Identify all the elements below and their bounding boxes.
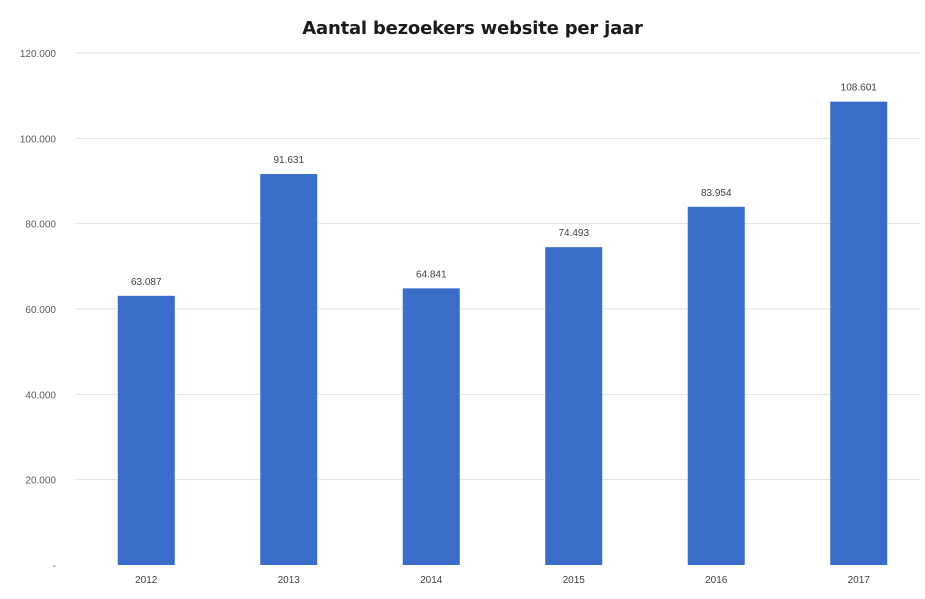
data-label: 64.841	[416, 269, 447, 280]
bar	[545, 247, 603, 565]
y-tick-label: 80.000	[25, 220, 56, 231]
bar	[117, 295, 175, 565]
data-label: 83.954	[701, 188, 732, 199]
bar	[830, 101, 888, 565]
data-label: 91.631	[273, 155, 304, 166]
x-tick-label: 2012	[135, 575, 158, 586]
x-tick-label: 2017	[848, 575, 871, 586]
data-label: 108.601	[841, 83, 878, 94]
x-tick-label: 2013	[278, 575, 301, 586]
bar	[402, 288, 460, 565]
bar	[687, 206, 745, 565]
chart-title: Aantal bezoekers website per jaar	[302, 18, 643, 39]
y-tick-label: 40.000	[25, 390, 56, 401]
y-tick-label: 20.000	[25, 476, 56, 487]
x-tick-label: 2015	[563, 575, 586, 586]
y-tick-label: -	[53, 561, 56, 572]
y-tick-label: 100.000	[20, 134, 57, 145]
x-tick-label: 2016	[705, 575, 728, 586]
x-tick-label: 2014	[420, 575, 443, 586]
y-tick-label: 60.000	[25, 305, 56, 316]
bar	[260, 174, 318, 565]
data-label: 74.493	[558, 228, 589, 239]
y-tick-label: 120.000	[20, 49, 57, 60]
data-label: 63.087	[131, 277, 162, 288]
